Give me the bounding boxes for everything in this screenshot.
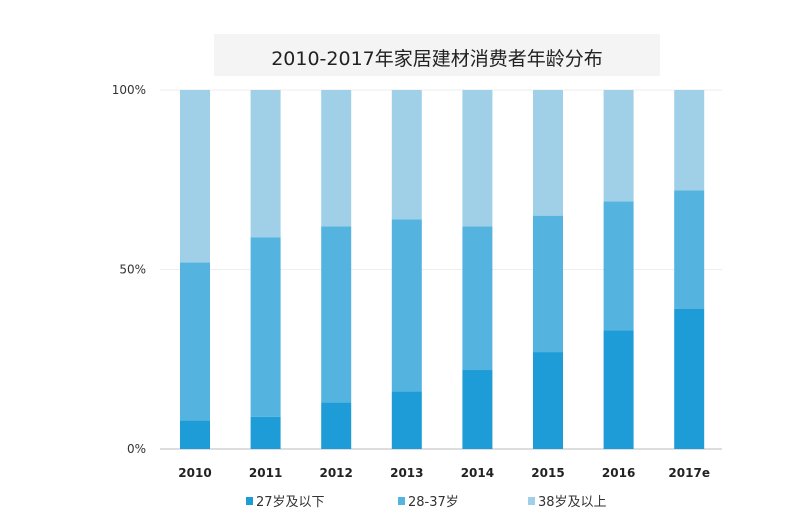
x-tick-label: 2011 [249,466,282,480]
bar-segment [391,391,422,449]
bar-segment [603,90,634,202]
chart-title: 2010-2017年家居建材消费者年龄分布 [271,48,603,70]
y-tick-label: 50% [119,263,146,277]
x-tick-label: 2017e [668,466,710,480]
bar-segment [180,262,210,421]
title-background [214,34,660,76]
bar-segment [674,308,705,449]
bar-segment [533,215,563,353]
bar-segment [674,90,705,191]
bar-segment [462,370,493,449]
legend-label: 38岁及以上 [538,495,607,510]
bar-segment [321,402,352,449]
x-tick-label: 2015 [531,466,564,480]
legend-label: 27岁及以下 [256,495,325,510]
bar-segment [321,226,352,403]
bar-segment [533,352,563,449]
x-tick-label: 2014 [461,466,494,480]
legend-swatch [528,497,535,505]
bar-segment [250,416,281,449]
y-tick-label: 100% [112,83,146,97]
bar-segment [462,90,493,227]
x-tick-label: 2013 [390,466,423,480]
bar-segment [180,420,210,449]
legend-label: 28-37岁 [408,495,459,510]
bar-segment [391,219,422,392]
x-tick-label: 2012 [319,466,352,480]
legend-swatch [246,497,253,505]
x-tick-label: 2016 [602,466,635,480]
bar-segment [462,226,493,371]
bar-segment [603,201,634,331]
bar-segment [180,90,210,263]
y-tick-label: 0% [127,442,146,456]
bar-segment [674,190,705,309]
legend-swatch [398,497,405,505]
bar-segment [391,90,422,220]
x-tick-label: 2010 [178,466,211,480]
bar-segment [250,90,281,238]
bar-segment [321,90,352,227]
bar-segment [250,237,281,417]
bar-segment [533,90,563,216]
bar-segment [603,330,634,449]
